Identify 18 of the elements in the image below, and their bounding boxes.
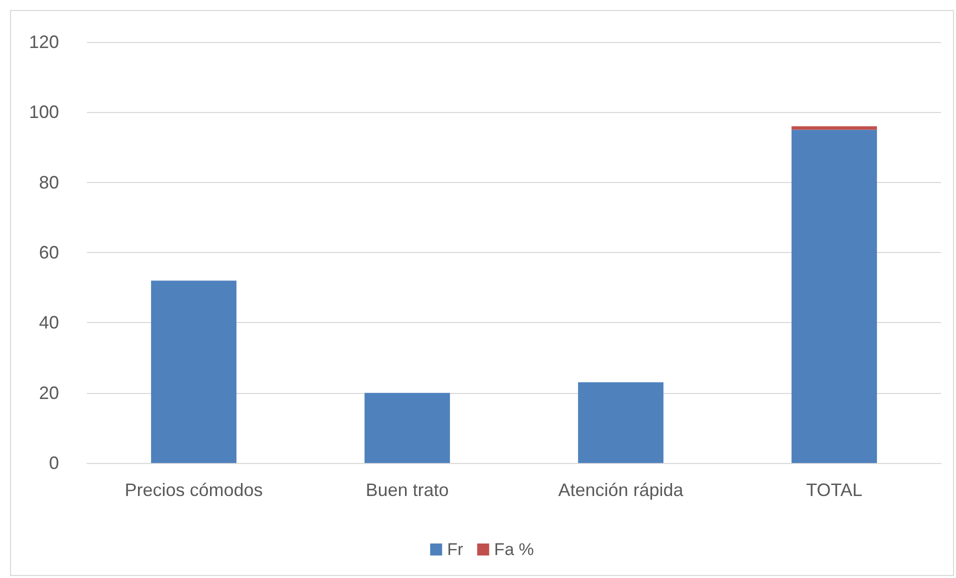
bar <box>364 392 450 463</box>
bar <box>792 130 877 463</box>
y-tick-label: 100 <box>28 102 59 122</box>
y-tick-label: 60 <box>38 242 59 262</box>
bar <box>151 280 236 463</box>
legend-label: Fr <box>447 540 464 559</box>
y-tick-label: 80 <box>38 172 59 192</box>
bar <box>792 126 877 130</box>
x-tick-label: Precios cómodos <box>124 480 263 500</box>
legend-label: Fa % <box>494 540 534 559</box>
y-tick-label: 40 <box>38 312 59 333</box>
y-tick-label: 120 <box>28 32 59 52</box>
x-tick-label: TOTAL <box>806 480 862 500</box>
y-tick-label: 0 <box>48 453 59 473</box>
y-tick-label: 20 <box>38 382 59 403</box>
x-tick-label: Buen trato <box>366 480 449 500</box>
bar <box>578 382 664 463</box>
x-tick-label: Atención rápida <box>558 480 684 500</box>
